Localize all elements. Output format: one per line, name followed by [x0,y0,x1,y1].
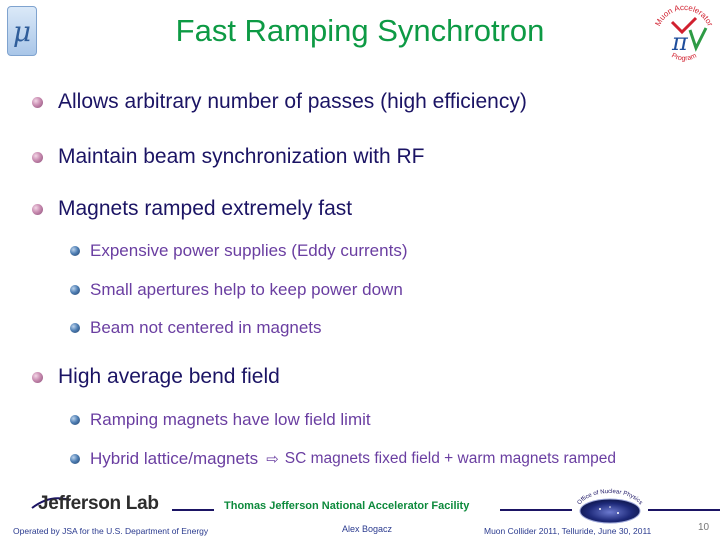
bullet-text: Ramping magnets have low field limit [90,410,371,429]
bullet-level1: Maintain beam synchronization with RF [32,145,425,169]
jefferson-lab-swoosh-icon [31,497,71,509]
bullet-text: Maintain beam synchronization with RF [58,145,425,168]
bullet-level2: Hybrid lattice/magnets ⇨ SC magnets fixe… [70,449,616,469]
bullet-text: Magnets ramped extremely fast [58,197,353,220]
bullet-level1: Allows arbitrary number of passes (high … [32,90,527,114]
right-arrow-icon: ⇨ [266,450,279,468]
sub-bullet-sphere-icon [70,454,80,464]
sub-bullet-sphere-icon [70,415,80,425]
bullet-sphere-icon [32,151,43,163]
jefferson-lab-logo: Jefferson Lab [38,493,159,514]
svg-text:Muon Accelerator: Muon Accelerator [653,3,715,28]
bullet-level1: Magnets ramped extremely fast [32,197,352,221]
program-logo-bottom-text: Program [670,52,698,62]
facility-name: Thomas Jefferson National Accelerator Fa… [224,500,470,512]
sub-bullet-sphere-icon [70,285,80,295]
svg-text:Program: Program [670,52,698,62]
bullet-sphere-icon [32,203,43,215]
program-logo-top-text: Muon Accelerator [653,3,715,28]
program-logo-glyph: π [671,28,689,56]
author-name: Alex Bogacz [342,524,393,534]
bullet-text: Beam not centered in magnets [90,318,322,337]
bullet-sphere-icon [32,371,43,383]
mu-logo-icon: μ [7,6,37,56]
bullet-text: High average bend field [58,365,280,388]
footer-divider [500,509,572,511]
footer-divider [172,509,214,511]
bullet-level2: Expensive power supplies (Eddy currents) [70,241,407,261]
office-of-nuclear-physics-logo: Office of Nuclear Physics [577,489,643,524]
operated-by-text: Operated by JSA for the U.S. Department … [13,526,209,536]
event-info: Muon Collider 2011, Telluride, June 30, … [484,526,652,536]
bullet-level1: High average bend field [32,365,280,389]
footer-divider [648,509,720,511]
bullet-text: Small apertures help to keep power down [90,280,403,299]
sub-bullet-sphere-icon [70,246,80,256]
muon-accelerator-program-logo: Muon Accelerator π Program [653,3,715,63]
bullet-text: Hybrid lattice/magnets [90,449,259,468]
bullet-sphere-icon [32,96,43,108]
bullet-tail-text: SC magnets fixed field + warm magnets ra… [284,450,617,467]
slide-title: Fast Ramping Synchrotron [175,13,545,48]
bullet-text: Allows arbitrary number of passes (high … [58,90,527,113]
page-number: 10 [698,522,710,533]
sub-bullet-sphere-icon [70,323,80,333]
bullet-text: Expensive power supplies (Eddy currents) [90,241,408,260]
bullet-level2: Beam not centered in magnets [70,318,322,338]
bullet-level2: Ramping magnets have low field limit [70,410,371,430]
bullet-level2: Small apertures help to keep power down [70,280,403,300]
